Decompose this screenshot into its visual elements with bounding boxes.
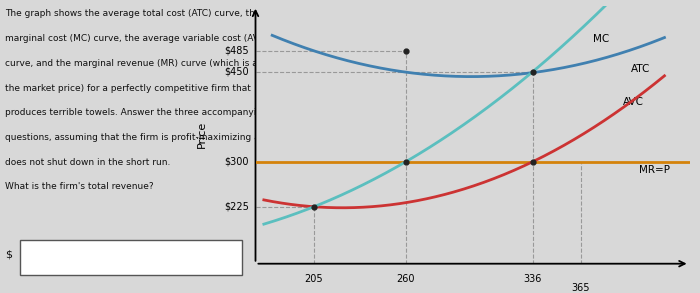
Text: marginal cost (MC) curve, the average variable cost (AVC): marginal cost (MC) curve, the average va… bbox=[5, 34, 269, 43]
Text: 336: 336 bbox=[524, 275, 542, 285]
Text: questions, assuming that the firm is profit-maximizing and: questions, assuming that the firm is pro… bbox=[5, 133, 271, 142]
Text: 365: 365 bbox=[572, 283, 590, 293]
Text: 205: 205 bbox=[304, 275, 323, 285]
Text: $: $ bbox=[5, 250, 12, 260]
Text: Price: Price bbox=[197, 121, 207, 149]
FancyBboxPatch shape bbox=[20, 240, 242, 275]
Text: The graph shows the average total cost (ATC) curve, the: The graph shows the average total cost (… bbox=[5, 9, 260, 18]
Text: 260: 260 bbox=[396, 275, 415, 285]
Text: $450: $450 bbox=[224, 67, 248, 77]
Text: produces terrible towels. Answer the three accompanying: produces terrible towels. Answer the thr… bbox=[5, 108, 268, 117]
Text: MC: MC bbox=[593, 34, 609, 44]
Text: What is the firm's total revenue?: What is the firm's total revenue? bbox=[5, 182, 154, 191]
Text: $485: $485 bbox=[224, 46, 248, 56]
Text: ATC: ATC bbox=[631, 64, 650, 74]
Text: AVC: AVC bbox=[623, 97, 644, 107]
Text: curve, and the marginal revenue (MR) curve (which is also: curve, and the marginal revenue (MR) cur… bbox=[5, 59, 270, 68]
Text: $300: $300 bbox=[224, 157, 248, 167]
Text: $225: $225 bbox=[224, 202, 248, 212]
Text: does not shut down in the short run.: does not shut down in the short run. bbox=[5, 158, 170, 167]
Text: the market price) for a perfectly competitive firm that: the market price) for a perfectly compet… bbox=[5, 84, 251, 93]
Text: MR=P: MR=P bbox=[639, 165, 671, 175]
